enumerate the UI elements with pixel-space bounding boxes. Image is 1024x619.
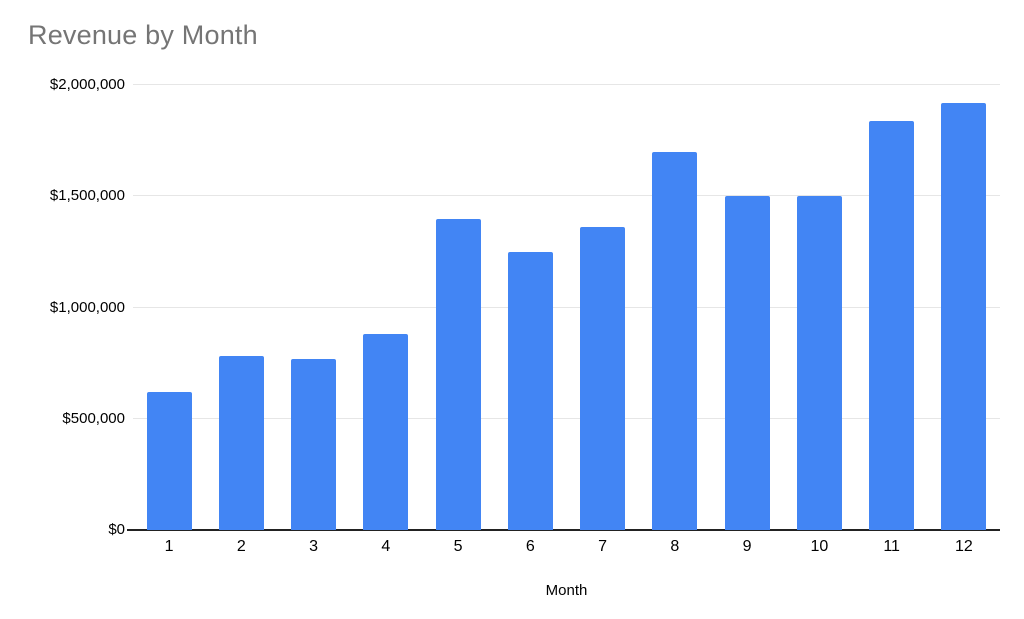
x-tick-label: 8 — [670, 538, 680, 555]
x-axis-title: Month — [545, 582, 588, 599]
x-tick-label: 1 — [164, 538, 174, 555]
gridline — [133, 84, 1000, 85]
bar-month-8 — [652, 151, 698, 530]
x-tick-label: 12 — [954, 538, 973, 555]
bar-month-1 — [146, 392, 192, 530]
y-tick-label: $2,000,000 — [49, 76, 125, 93]
x-tick-label: 11 — [883, 538, 900, 555]
bar-month-6 — [507, 251, 553, 530]
x-tick-label: 6 — [525, 538, 535, 555]
x-tick-label: 3 — [309, 538, 319, 555]
x-tick-label: 9 — [742, 538, 752, 555]
gridline — [133, 195, 1000, 197]
gridline — [133, 417, 1000, 419]
x-tick-label: 4 — [381, 538, 391, 555]
bar-month-11 — [869, 120, 915, 530]
gridline — [133, 306, 1000, 308]
bar-month-3 — [291, 358, 337, 530]
x-tick-label: 5 — [453, 538, 463, 555]
chart-title: Revenue by Month — [28, 20, 258, 50]
bar-month-5 — [435, 218, 481, 530]
bar-month-12 — [941, 102, 987, 530]
y-tick-label: $1,000,000 — [49, 298, 125, 316]
bar-month-7 — [580, 227, 626, 530]
plot-area — [127, 84, 1000, 531]
bar-month-4 — [363, 334, 409, 530]
x-axis-labels: 1 2 3 4 5 6 7 8 9 10 11 12 — [133, 538, 1000, 558]
y-axis-labels: $0 $500,000 $1,000,000 $1,500,000 $2,000,000 — [0, 77, 125, 538]
bar-month-9 — [724, 196, 770, 530]
bar-month-2 — [218, 356, 264, 530]
x-tick-label: 2 — [236, 538, 246, 555]
y-tick-label: $0 — [108, 521, 125, 538]
bar-month-10 — [796, 196, 842, 530]
y-tick-label: $500,000 — [62, 409, 125, 427]
x-axis-line — [127, 529, 1000, 531]
y-tick-label: $1,500,000 — [49, 187, 125, 205]
x-tick-label: 10 — [810, 538, 829, 555]
x-tick-label: 7 — [598, 538, 608, 555]
